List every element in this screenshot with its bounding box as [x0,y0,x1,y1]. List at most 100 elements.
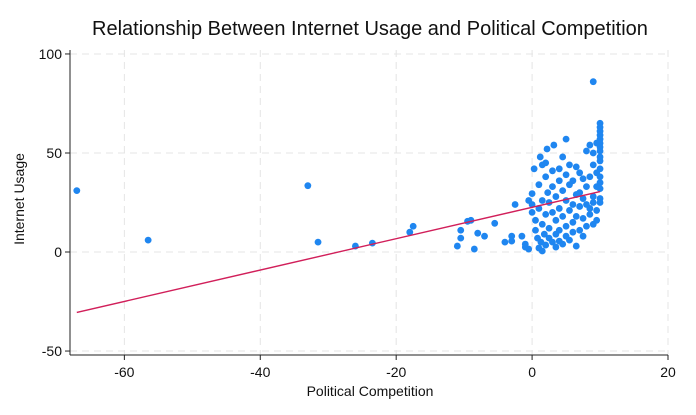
data-point [457,226,465,234]
y-tick-label: 100 [39,46,63,62]
data-point [549,238,556,246]
chart-title: Relationship Between Internet Usage and … [92,18,648,40]
data-point [579,175,587,183]
data-point [566,161,573,169]
data-point [596,147,604,155]
data-point [501,238,509,246]
data-point [538,247,546,255]
x-tick-label: 20 [660,364,676,380]
data-point [596,165,604,173]
data-point [530,165,538,173]
data-point [586,210,594,218]
x-tick-label: 0 [528,364,536,380]
data-point [555,165,563,173]
data-point [540,230,548,238]
data-point [544,189,552,196]
y-tick-label: -50 [42,343,62,359]
data-point [528,201,536,208]
data-point [508,232,516,240]
data-point [579,232,587,240]
data-point [586,205,594,212]
axes: -60 -40 -20 0 20 -50 0 50 100 [39,46,676,380]
data-point [559,153,567,161]
data-point [73,187,81,195]
data-point [511,201,519,208]
data-point [596,157,604,165]
data-point [552,193,560,200]
data-point [542,241,550,249]
data-point [579,214,587,222]
data-point [481,232,488,240]
data-point [549,183,556,191]
data-point [596,185,604,193]
data-point [576,203,584,210]
data-point [304,182,312,190]
data-point [572,163,580,171]
data-point [569,201,577,208]
data-point [470,245,478,253]
x-tick-label: -60 [114,364,134,380]
x-axis-label: Political Competition [307,383,434,399]
data-point [532,226,539,234]
data-point [583,222,590,230]
data-point [555,226,563,234]
data-point [457,234,465,242]
data-point [562,171,570,179]
data-point [542,159,550,167]
data-point [409,222,417,230]
data-point [474,229,482,237]
data-point [566,236,573,244]
y-tick-label: 50 [46,145,62,161]
y-axis-label: Internet Usage [11,153,27,245]
data-point [555,205,563,212]
fit-line-layer [76,190,601,314]
x-tick-label: -40 [250,364,270,380]
data-point [508,237,516,245]
data-point [576,189,584,196]
data-point [542,173,550,181]
data-points [73,78,604,255]
data-point [536,153,544,161]
data-point [593,216,601,224]
data-point [535,181,543,189]
data-point [593,207,601,214]
data-point [525,245,533,253]
data-point [528,209,536,216]
fit-line [76,190,601,314]
x-tick-label: -20 [386,364,406,380]
data-point [559,240,567,248]
data-point [566,207,573,214]
data-point [542,210,550,218]
data-point [552,216,560,224]
data-point [518,232,526,240]
data-point [583,147,590,155]
data-point [528,190,536,197]
data-point [543,145,551,153]
data-point [144,236,152,244]
data-point [538,220,546,228]
data-point [406,228,414,236]
data-point [549,167,556,175]
data-point [589,161,597,169]
data-point [586,141,594,149]
y-tick-label: 0 [54,244,62,260]
data-point [562,135,570,143]
data-point [532,216,539,224]
data-point [562,222,570,230]
data-point [596,173,604,181]
data-point [453,242,461,250]
data-point [572,242,580,250]
grid-lines [70,50,669,355]
data-point [576,169,584,177]
data-point [589,149,597,157]
data-point [586,173,594,181]
data-point [583,183,590,191]
data-point [538,197,546,204]
data-point [559,187,567,195]
data-point [552,243,560,251]
data-point [596,199,604,206]
data-point [491,219,499,227]
data-point [589,193,597,200]
data-point [550,141,558,149]
